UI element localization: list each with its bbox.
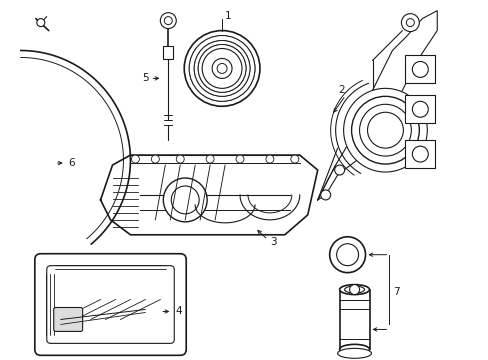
Circle shape [212, 58, 232, 78]
Circle shape [37, 19, 45, 27]
Circle shape [198, 45, 245, 92]
Circle shape [151, 155, 159, 163]
Circle shape [131, 155, 139, 163]
Bar [405, 140, 434, 168]
Circle shape [206, 155, 214, 163]
Circle shape [349, 285, 359, 294]
Circle shape [320, 190, 330, 200]
Circle shape [367, 112, 403, 148]
Bar [405, 55, 434, 84]
Circle shape [202, 49, 242, 88]
Circle shape [334, 165, 344, 175]
Circle shape [194, 41, 249, 96]
Text: 1: 1 [224, 11, 231, 21]
Circle shape [163, 178, 207, 222]
Text: 5: 5 [142, 73, 148, 84]
Ellipse shape [344, 286, 364, 293]
Bar [405, 95, 434, 123]
Text: 2: 2 [337, 85, 344, 95]
Circle shape [411, 146, 427, 162]
Circle shape [171, 186, 199, 214]
Circle shape [160, 13, 176, 28]
Circle shape [401, 14, 419, 32]
Circle shape [290, 155, 298, 163]
Polygon shape [101, 155, 317, 235]
Circle shape [194, 41, 249, 96]
Text: 3: 3 [269, 237, 276, 247]
Circle shape [184, 31, 260, 106]
Circle shape [343, 88, 427, 172]
Circle shape [236, 155, 244, 163]
Circle shape [176, 155, 184, 163]
Circle shape [351, 96, 419, 164]
Circle shape [411, 101, 427, 117]
Circle shape [164, 17, 172, 24]
Circle shape [359, 104, 410, 156]
FancyBboxPatch shape [47, 266, 174, 343]
Bar [339, 289, 369, 349]
Ellipse shape [339, 285, 369, 294]
Circle shape [189, 36, 254, 101]
Circle shape [411, 62, 427, 77]
Circle shape [336, 244, 358, 266]
FancyBboxPatch shape [35, 254, 186, 355]
Text: 6: 6 [68, 158, 75, 168]
Text: 7: 7 [393, 287, 399, 297]
Ellipse shape [337, 348, 371, 358]
Bar [163, 45, 173, 59]
FancyBboxPatch shape [54, 307, 82, 332]
Circle shape [189, 36, 254, 101]
Text: 4: 4 [175, 306, 182, 316]
Circle shape [329, 237, 365, 273]
Circle shape [198, 45, 245, 92]
Circle shape [406, 19, 413, 27]
Circle shape [265, 155, 273, 163]
Ellipse shape [339, 345, 369, 354]
Circle shape [217, 63, 226, 73]
Polygon shape [317, 11, 436, 200]
